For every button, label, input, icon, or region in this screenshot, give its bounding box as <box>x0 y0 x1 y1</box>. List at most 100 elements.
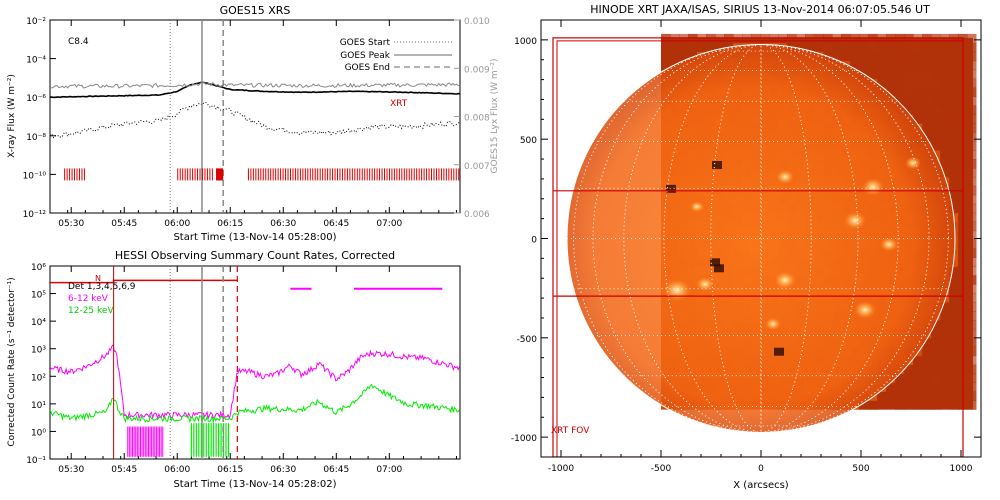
xrt-image-tile <box>850 60 860 71</box>
xrt-image-tile <box>877 400 887 410</box>
xrt-image-tile <box>949 69 959 80</box>
xrt-image-tile <box>967 114 977 124</box>
xrt-image-tile <box>913 96 923 106</box>
xrt-y-tick-label: 0 <box>531 236 537 246</box>
xrt-image-tile <box>967 105 977 115</box>
xrt-image-tile <box>913 87 923 97</box>
goes-xrt-coverage-mark <box>69 168 71 181</box>
xrt-image-tile <box>922 60 932 71</box>
xrt-image-tile <box>940 105 950 115</box>
goes-x-tick-label: 07:00 <box>376 219 402 229</box>
xrt-image-tile <box>967 248 977 258</box>
goes-xrt-coverage-mark <box>262 168 264 181</box>
xrt-image-tile <box>940 150 950 160</box>
xrt-image-tile <box>967 96 977 106</box>
xrt-image-tile <box>742 33 752 44</box>
xrt-solar-disk <box>567 44 955 433</box>
hessi-y-tick-label: 10² <box>31 373 46 383</box>
goes-xrt-coverage-mark <box>197 168 199 181</box>
xrt-image-tile <box>940 78 950 89</box>
xrt-image-tile <box>940 328 950 339</box>
goes-xrt-coverage-mark <box>416 168 418 181</box>
xrt-image-tile <box>967 302 977 312</box>
hessi-panel: HESSI Observing Summary Count Rates, Cor… <box>7 249 461 490</box>
goes-y-tick-label: 10⁻⁶ <box>26 94 46 104</box>
xrt-image-tile <box>868 69 878 80</box>
xrt-image-tile <box>913 105 923 115</box>
xrt-fov-box-inner <box>556 40 964 457</box>
goes-ticks <box>49 19 460 214</box>
goes-right-tick-label: 0.008 <box>464 114 490 124</box>
xrt-longitude-line <box>623 44 899 433</box>
xrt-dark-spot <box>712 161 722 170</box>
goes-xrt-coverage-mark <box>435 168 437 181</box>
xrt-image-tile <box>895 87 905 97</box>
xrt-fov-label: XRT FOV <box>551 426 590 436</box>
goes-xrt-coverage-mark <box>359 168 361 181</box>
xrt-image-tile <box>697 42 707 53</box>
goes-xrt-coverage-mark <box>187 168 189 181</box>
xrt-image-tile <box>715 33 725 44</box>
goes-xrt-coverage-mark <box>448 168 450 181</box>
xrt-image-tile <box>967 293 977 303</box>
xrt-image-tile <box>922 355 932 366</box>
goes-xrt-coverage-mark <box>440 168 442 181</box>
goes-right-tick-label: 0.009 <box>464 65 490 75</box>
goes-x-tick-label: 05:45 <box>111 219 137 229</box>
hessi-x-tick-labels: 05:30 05:45 06:00 06:15 06:30 06:45 07:00 <box>58 465 402 475</box>
hessi-x-tick-label: 05:45 <box>111 465 137 475</box>
xrt-image-tile <box>922 96 932 106</box>
goes-xrt-coverage-mark <box>209 168 211 181</box>
xrt-image-tile <box>949 159 959 169</box>
goes-xrt-coverage-mark <box>361 168 363 181</box>
xrt-longitude-line <box>592 44 930 433</box>
goes-xrt-coverage-mark <box>280 168 282 181</box>
goes-xrt-coverage-mark <box>287 168 289 181</box>
xrt-bright-region <box>776 169 794 185</box>
xrt-image-tile <box>913 78 923 89</box>
goes-xrt-coverage-mark <box>184 168 186 181</box>
xrt-image-tile <box>895 60 905 71</box>
xrt-longitude-line <box>573 44 949 433</box>
xrt-image-tile <box>913 364 923 375</box>
xrt-image-tile <box>922 373 932 384</box>
xrt-image-tile <box>877 60 887 71</box>
xrt-image-tile <box>913 400 923 410</box>
xrt-image-tile <box>868 60 878 71</box>
xrt-image-tile <box>913 60 923 71</box>
xrt-image-tile <box>949 132 959 142</box>
xrt-image-tile <box>904 364 914 375</box>
xrt-dark-spot <box>774 347 784 356</box>
xrt-image-tile <box>877 33 887 44</box>
xrt-image-tile <box>661 42 671 53</box>
xrt-image-tile <box>715 42 725 53</box>
xrt-image-tile <box>886 382 896 392</box>
xrt-image-tile <box>868 51 878 62</box>
xrt-image-tile <box>967 391 977 401</box>
xrt-image-tile <box>922 364 932 375</box>
xrt-image-tile <box>877 78 887 89</box>
hessi-detector-label: Det 1,3,4,5,6,9 <box>68 282 136 292</box>
goes-plot-area <box>50 20 460 213</box>
goes-xrt-coverage-mark <box>260 168 262 181</box>
xrt-image-tile <box>895 373 905 384</box>
goes-xrt-coverage-mark <box>329 168 331 181</box>
goes-xrt-coverage-mark <box>346 168 348 181</box>
goes-xrt-coverage-mark <box>250 168 252 181</box>
xrt-image-tile <box>841 33 851 44</box>
xrt-bright-region <box>696 276 714 292</box>
goes-y-tick-label: 10⁻¹² <box>23 210 47 220</box>
xrt-image-tile <box>913 114 923 124</box>
xrt-image-tile <box>796 33 806 44</box>
goes-xrt-coverage-mark <box>182 168 184 181</box>
goes-xrt-coverage-mark <box>401 168 403 181</box>
xrt-image-tile <box>850 51 860 62</box>
xrt-image-tile <box>886 69 896 80</box>
xrt-image-tile <box>949 114 959 124</box>
goes-legend-start: GOES Start <box>340 38 391 48</box>
goes-xrt-coverage-mark <box>450 168 452 181</box>
xrt-image-tile <box>931 319 941 330</box>
goes-xrt-coverage-mark <box>356 168 358 181</box>
goes-xrt-coverage-mark <box>294 168 296 181</box>
xrt-image-tile <box>904 96 914 106</box>
